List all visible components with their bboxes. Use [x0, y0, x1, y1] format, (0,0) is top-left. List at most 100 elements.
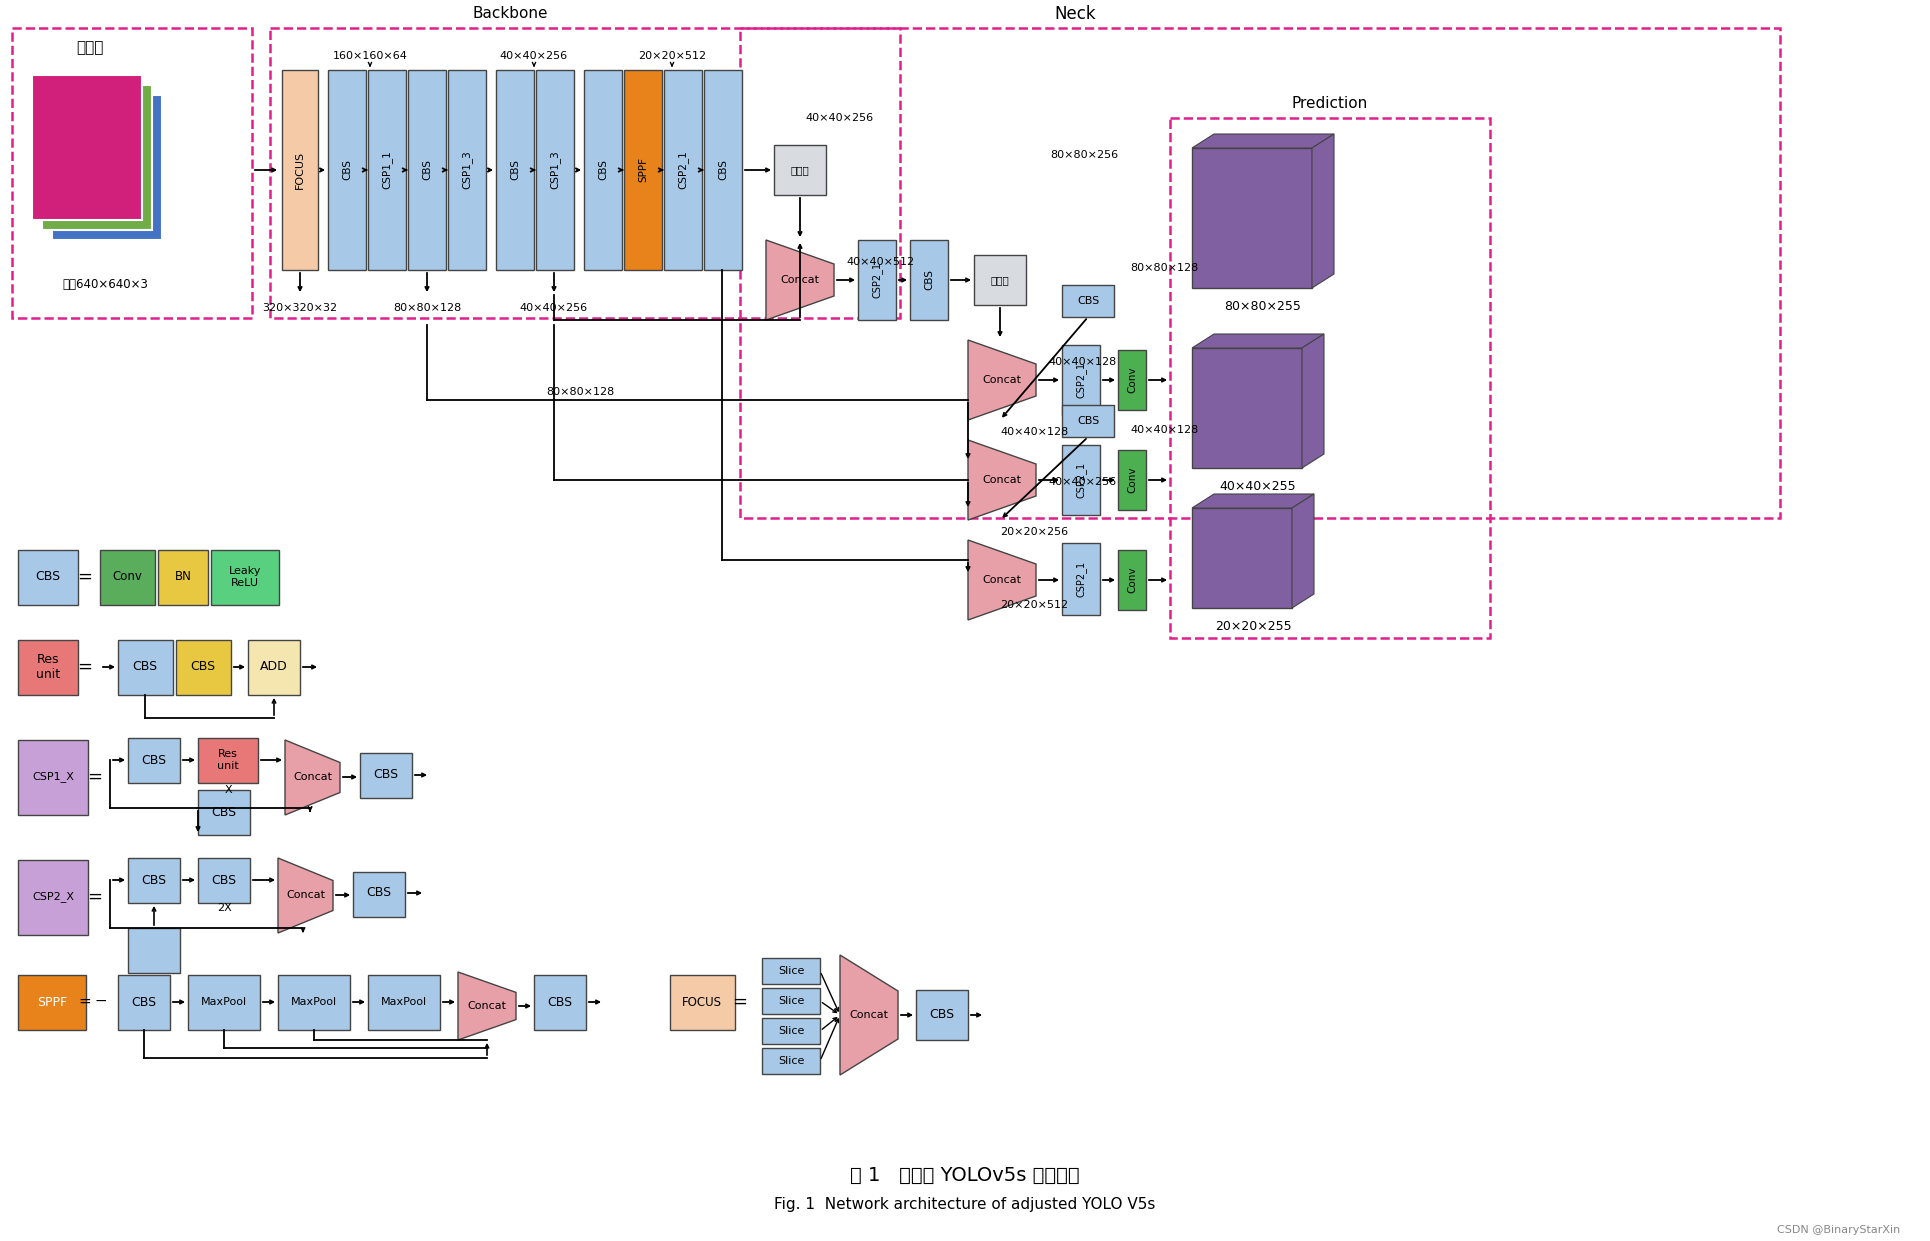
- FancyBboxPatch shape: [282, 69, 318, 271]
- Text: MaxPool: MaxPool: [291, 997, 338, 1006]
- FancyBboxPatch shape: [199, 738, 259, 783]
- Polygon shape: [1193, 134, 1334, 148]
- FancyBboxPatch shape: [1193, 508, 1291, 608]
- Text: 80×80×128: 80×80×128: [1129, 263, 1199, 273]
- Text: X: X: [224, 786, 232, 795]
- Polygon shape: [969, 340, 1036, 419]
- Text: CBS: CBS: [548, 995, 573, 1009]
- FancyBboxPatch shape: [369, 975, 440, 1030]
- Polygon shape: [278, 858, 334, 933]
- FancyBboxPatch shape: [1062, 285, 1114, 316]
- Text: CBS: CBS: [212, 805, 237, 819]
- FancyBboxPatch shape: [448, 69, 486, 271]
- FancyBboxPatch shape: [664, 69, 703, 271]
- FancyBboxPatch shape: [762, 958, 820, 984]
- Text: 20×20×512: 20×20×512: [639, 51, 706, 61]
- Text: Concat: Concat: [467, 1001, 506, 1011]
- FancyBboxPatch shape: [762, 1047, 820, 1073]
- FancyBboxPatch shape: [52, 96, 162, 240]
- FancyBboxPatch shape: [1117, 350, 1146, 410]
- FancyBboxPatch shape: [774, 145, 826, 195]
- Text: Conv: Conv: [1127, 367, 1137, 393]
- FancyBboxPatch shape: [17, 975, 87, 1030]
- Text: CBS: CBS: [1077, 297, 1098, 307]
- Text: CSP2_1: CSP2_1: [677, 150, 689, 190]
- FancyBboxPatch shape: [859, 240, 896, 320]
- FancyBboxPatch shape: [33, 74, 143, 220]
- Polygon shape: [1312, 134, 1334, 288]
- Text: Leaky
ReLU: Leaky ReLU: [230, 566, 261, 588]
- Polygon shape: [766, 240, 834, 320]
- FancyBboxPatch shape: [911, 240, 948, 320]
- Bar: [1170, 118, 1490, 638]
- Text: 输入端: 输入端: [77, 41, 104, 56]
- Text: CBS: CBS: [212, 874, 237, 886]
- FancyBboxPatch shape: [100, 550, 154, 606]
- Polygon shape: [1193, 334, 1324, 347]
- Text: 80×80×128: 80×80×128: [394, 303, 461, 313]
- FancyBboxPatch shape: [623, 69, 662, 271]
- FancyBboxPatch shape: [407, 69, 446, 271]
- FancyBboxPatch shape: [199, 791, 251, 835]
- Bar: [12, 29, 253, 318]
- FancyBboxPatch shape: [328, 69, 367, 271]
- Polygon shape: [1193, 494, 1314, 508]
- Text: =: =: [87, 768, 102, 786]
- FancyBboxPatch shape: [353, 872, 405, 917]
- Text: CBS: CBS: [131, 995, 156, 1009]
- Text: 40×40×256: 40×40×256: [807, 113, 874, 123]
- FancyBboxPatch shape: [1062, 405, 1114, 437]
- Text: 2X: 2X: [216, 903, 232, 913]
- Text: Concat: Concat: [982, 575, 1021, 585]
- Text: Slice: Slice: [778, 997, 805, 1006]
- FancyBboxPatch shape: [247, 640, 299, 695]
- Text: Concat: Concat: [982, 375, 1021, 385]
- Text: SPPF: SPPF: [639, 158, 648, 182]
- Text: = ─: = ─: [79, 994, 106, 1009]
- Text: 160×160×64: 160×160×64: [332, 51, 407, 61]
- FancyBboxPatch shape: [1062, 345, 1100, 414]
- FancyBboxPatch shape: [762, 988, 820, 1014]
- Text: Concat: Concat: [286, 891, 324, 901]
- FancyBboxPatch shape: [278, 975, 349, 1030]
- FancyBboxPatch shape: [670, 975, 735, 1030]
- Text: Res
unit: Res unit: [216, 750, 239, 771]
- Text: Conv: Conv: [112, 571, 143, 583]
- FancyBboxPatch shape: [361, 753, 411, 798]
- Text: CBS: CBS: [372, 768, 400, 782]
- Polygon shape: [969, 540, 1036, 620]
- FancyBboxPatch shape: [176, 640, 232, 695]
- Text: =: =: [77, 568, 93, 586]
- Text: CBS: CBS: [718, 160, 728, 180]
- Text: Neck: Neck: [1054, 5, 1096, 24]
- Text: Fig. 1  Network architecture of adjusted YOLO V5s: Fig. 1 Network architecture of adjusted …: [774, 1198, 1156, 1212]
- Text: =: =: [77, 658, 93, 676]
- Text: CSP1_3: CSP1_3: [550, 150, 560, 190]
- FancyBboxPatch shape: [1062, 446, 1100, 515]
- Bar: [270, 29, 899, 318]
- Text: ADD: ADD: [261, 660, 288, 674]
- Text: CBS: CBS: [423, 160, 432, 180]
- Text: CSDN @BinaryStarXin: CSDN @BinaryStarXin: [1778, 1225, 1899, 1235]
- Text: 320×320×32: 320×320×32: [262, 303, 338, 313]
- Text: CBS: CBS: [1077, 416, 1098, 426]
- Text: CSP1_1: CSP1_1: [382, 150, 392, 190]
- Text: Slice: Slice: [778, 1026, 805, 1036]
- Text: CBS: CBS: [930, 1009, 955, 1021]
- Text: 上采样: 上采样: [990, 276, 1009, 285]
- FancyBboxPatch shape: [704, 69, 741, 271]
- Text: Conv: Conv: [1127, 467, 1137, 493]
- Text: Concat: Concat: [982, 475, 1021, 485]
- Text: Slice: Slice: [778, 1056, 805, 1066]
- FancyBboxPatch shape: [199, 858, 251, 903]
- Text: 20×20×255: 20×20×255: [1214, 619, 1291, 633]
- Text: CBS: CBS: [35, 571, 60, 583]
- Text: =: =: [87, 889, 102, 906]
- Text: Concat: Concat: [293, 772, 332, 783]
- FancyBboxPatch shape: [1193, 148, 1312, 288]
- FancyBboxPatch shape: [1117, 550, 1146, 611]
- FancyBboxPatch shape: [1062, 544, 1100, 616]
- Text: Concat: Concat: [849, 1010, 888, 1020]
- Text: Concat: Concat: [780, 276, 820, 285]
- Text: FOCUS: FOCUS: [295, 151, 305, 189]
